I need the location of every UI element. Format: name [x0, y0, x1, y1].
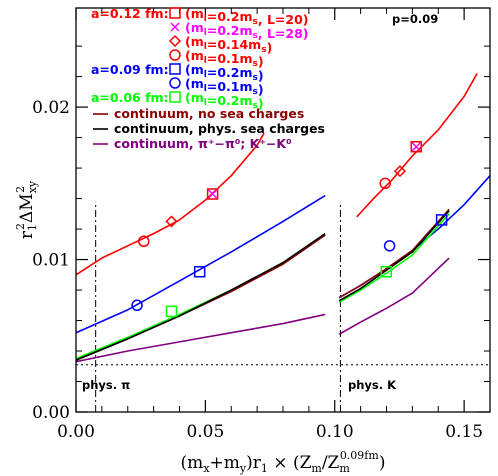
y-tick-label: 0.01 — [32, 251, 70, 271]
legend-label-4: (ml=0.2ms) — [185, 62, 264, 83]
legend-label-7: continuum, no sea charges — [114, 106, 304, 121]
legend-label-6: (ml=0.2ms) — [185, 90, 264, 111]
series-line-1 — [356, 73, 478, 218]
legend-group-6: a=0.06 fm: — [91, 90, 169, 105]
legend-marker-5 — [169, 77, 181, 89]
series-line-3 — [338, 175, 491, 299]
legend-marker-4 — [169, 63, 181, 75]
data-point-5-1 — [383, 240, 396, 252]
annotations: p=0.09 phys. π phys. K — [82, 12, 438, 392]
legend-group-0: a=0.12 fm: — [91, 6, 169, 21]
x-tick-label: 0.05 — [186, 422, 224, 442]
series-line-9 — [338, 210, 450, 302]
legend-marker-2 — [168, 34, 182, 48]
data-point-3-1 — [379, 177, 391, 190]
y-tick-label: 0.00 — [32, 403, 70, 423]
phys-k-label: phys. K — [348, 378, 397, 392]
series-line-2 — [75, 194, 326, 334]
legend-marker-6 — [169, 91, 181, 103]
legend-label-8: continuum, phys. sea charges — [114, 121, 325, 136]
series-line-10 — [75, 313, 326, 363]
series-line-7 — [338, 208, 450, 299]
data-point-0-0 — [206, 188, 219, 200]
data-point-0-1 — [410, 140, 423, 153]
legend-label-3: (ml=0.1ms) — [185, 48, 264, 69]
data-point-3-0 — [138, 235, 150, 248]
series-line-5 — [338, 213, 450, 303]
legend-label-9: continuum, π⁺−π⁰; K⁺−K⁰ — [114, 136, 292, 151]
phys-pi-label: phys. π — [82, 378, 130, 392]
data-point-1-1 — [411, 142, 421, 152]
data-point-4-0 — [193, 265, 206, 278]
x-tick-label: 0.00 — [57, 422, 95, 442]
data-points — [131, 140, 448, 318]
p-label: p=0.09 — [392, 12, 438, 26]
legend-marker-1 — [170, 22, 180, 32]
data-point-2-0 — [165, 215, 178, 228]
axes: 0.00 0.05 0.10 0.15 0.00 0.01 0.02 (mx+my)r1 × … — [14, 7, 491, 475]
y-axis-title: r12ΔMxy2 — [14, 180, 39, 239]
series-line-11 — [338, 257, 450, 335]
data-point-6-0 — [165, 305, 178, 318]
legend-label-5: (ml=0.1ms) — [185, 76, 264, 97]
data-point-5-0 — [131, 299, 143, 312]
data-point-2-1 — [393, 165, 407, 178]
legend: a=0.12 fm: (ml=0.2ms, L=20)(ml=0.2ms, L=2… — [91, 6, 325, 151]
data-point-1-0 — [208, 189, 218, 199]
data-point-4-1 — [435, 214, 448, 226]
x-tick-label: 0.10 — [316, 422, 354, 442]
y-tick-label: 0.02 — [32, 98, 70, 118]
legend-label-1: (ml=0.2ms, L=28) — [185, 20, 309, 41]
legend-marker-3 — [169, 49, 181, 61]
x-tick-label: 0.15 — [445, 422, 483, 442]
legend-label-2: (ml=0.14ms) — [185, 34, 272, 55]
series-line-8 — [75, 232, 326, 361]
series-line-0 — [75, 132, 265, 276]
x-axis-title: (mx+my)r1 × (Zm/Zm0.09fm) — [181, 449, 386, 475]
reference-lines — [76, 201, 490, 412]
legend-label-0: (ml=0.2ms, L=20) — [185, 6, 309, 27]
series-line-6 — [75, 234, 326, 361]
legend-marker-0 — [169, 7, 181, 19]
data-point-6-1 — [380, 265, 392, 278]
legend-group-4: a=0.09 fm: — [91, 62, 169, 77]
